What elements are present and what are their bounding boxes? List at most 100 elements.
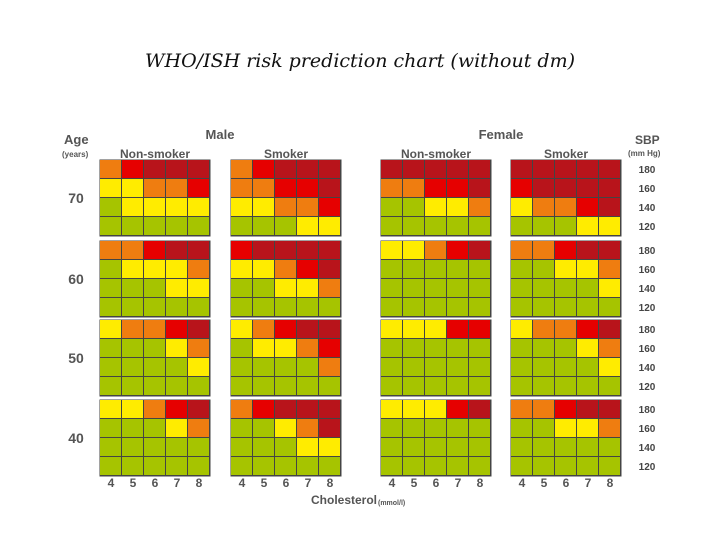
risk-cell bbox=[447, 320, 468, 338]
smoking-label: Non-smoker bbox=[401, 147, 471, 161]
risk-cell bbox=[144, 457, 165, 475]
risk-cell bbox=[511, 419, 532, 437]
age-label: 60 bbox=[68, 271, 84, 287]
cholesterol-tick: 6 bbox=[283, 476, 290, 490]
risk-cell bbox=[188, 241, 209, 259]
risk-cell bbox=[188, 377, 209, 395]
risk-cell bbox=[403, 298, 424, 316]
risk-cell bbox=[599, 377, 620, 395]
risk-cell bbox=[231, 260, 252, 278]
cholesterol-tick: 5 bbox=[130, 476, 137, 490]
sbp-label: 180 bbox=[639, 165, 656, 176]
risk-cell bbox=[122, 160, 143, 178]
risk-cell bbox=[297, 339, 318, 357]
risk-cell bbox=[577, 217, 598, 235]
cholesterol-tick: 5 bbox=[541, 476, 548, 490]
smoking-label: Smoker bbox=[544, 147, 588, 161]
risk-cell bbox=[469, 320, 490, 338]
risk-cell bbox=[122, 419, 143, 437]
risk-cell bbox=[469, 339, 490, 357]
risk-cell bbox=[275, 339, 296, 357]
risk-cell bbox=[555, 339, 576, 357]
risk-cell bbox=[253, 217, 274, 235]
risk-cell bbox=[275, 358, 296, 376]
risk-cell bbox=[425, 358, 446, 376]
risk-cell bbox=[511, 298, 532, 316]
risk-cell bbox=[425, 298, 446, 316]
risk-cell bbox=[533, 298, 554, 316]
risk-cell bbox=[188, 279, 209, 297]
risk-cell bbox=[381, 198, 402, 216]
risk-cell bbox=[100, 260, 121, 278]
risk-cell bbox=[447, 339, 468, 357]
risk-cell bbox=[533, 320, 554, 338]
risk-cell bbox=[253, 298, 274, 316]
risk-cell bbox=[100, 298, 121, 316]
risk-cell bbox=[447, 457, 468, 475]
risk-cell bbox=[403, 377, 424, 395]
risk-cell bbox=[511, 457, 532, 475]
risk-cell bbox=[100, 320, 121, 338]
risk-cell bbox=[403, 438, 424, 456]
risk-cell bbox=[511, 377, 532, 395]
risk-cell bbox=[100, 400, 121, 418]
risk-cell bbox=[577, 438, 598, 456]
sbp-label: 160 bbox=[639, 265, 656, 276]
cholesterol-tick: 7 bbox=[585, 476, 592, 490]
sbp-axis-label: SBP bbox=[635, 133, 660, 147]
risk-cell bbox=[555, 377, 576, 395]
cholesterol-tick: 4 bbox=[389, 476, 396, 490]
risk-cell bbox=[100, 241, 121, 259]
risk-cell bbox=[122, 198, 143, 216]
sbp-label: 140 bbox=[639, 284, 656, 295]
risk-cell bbox=[297, 419, 318, 437]
risk-cell bbox=[253, 179, 274, 197]
risk-cell bbox=[533, 241, 554, 259]
risk-cell bbox=[511, 260, 532, 278]
risk-cell bbox=[297, 160, 318, 178]
cholesterol-tick: 4 bbox=[519, 476, 526, 490]
risk-cell bbox=[533, 457, 554, 475]
risk-cell bbox=[381, 377, 402, 395]
risk-cell bbox=[188, 198, 209, 216]
risk-cell bbox=[381, 400, 402, 418]
risk-cell bbox=[188, 400, 209, 418]
risk-cell bbox=[275, 217, 296, 235]
risk-cell bbox=[425, 438, 446, 456]
risk-cell bbox=[253, 358, 274, 376]
risk-cell bbox=[319, 320, 340, 338]
risk-cell bbox=[599, 217, 620, 235]
risk-cell bbox=[253, 438, 274, 456]
risk-cell bbox=[275, 377, 296, 395]
risk-cell bbox=[275, 320, 296, 338]
risk-cell bbox=[319, 457, 340, 475]
risk-cell bbox=[297, 457, 318, 475]
risk-cell bbox=[533, 339, 554, 357]
risk-cell bbox=[555, 358, 576, 376]
risk-cell bbox=[100, 198, 121, 216]
risk-cell bbox=[381, 358, 402, 376]
risk-cell bbox=[599, 339, 620, 357]
risk-cell bbox=[188, 160, 209, 178]
risk-cell bbox=[555, 320, 576, 338]
risk-cell bbox=[122, 400, 143, 418]
cholesterol-tick: 5 bbox=[261, 476, 268, 490]
smoking-label: Non-smoker bbox=[120, 147, 190, 161]
risk-cell bbox=[319, 160, 340, 178]
risk-cell bbox=[275, 260, 296, 278]
risk-cell bbox=[533, 160, 554, 178]
risk-cell bbox=[144, 298, 165, 316]
risk-cell bbox=[100, 160, 121, 178]
age-label: 40 bbox=[68, 430, 84, 446]
risk-cell bbox=[122, 377, 143, 395]
risk-cell bbox=[425, 217, 446, 235]
risk-cell bbox=[144, 217, 165, 235]
risk-cell bbox=[253, 320, 274, 338]
cholesterol-tick: 8 bbox=[607, 476, 614, 490]
risk-cell bbox=[144, 358, 165, 376]
risk-cell bbox=[447, 260, 468, 278]
risk-cell bbox=[166, 198, 187, 216]
risk-cell bbox=[381, 457, 402, 475]
risk-cell bbox=[577, 419, 598, 437]
risk-cell bbox=[599, 241, 620, 259]
